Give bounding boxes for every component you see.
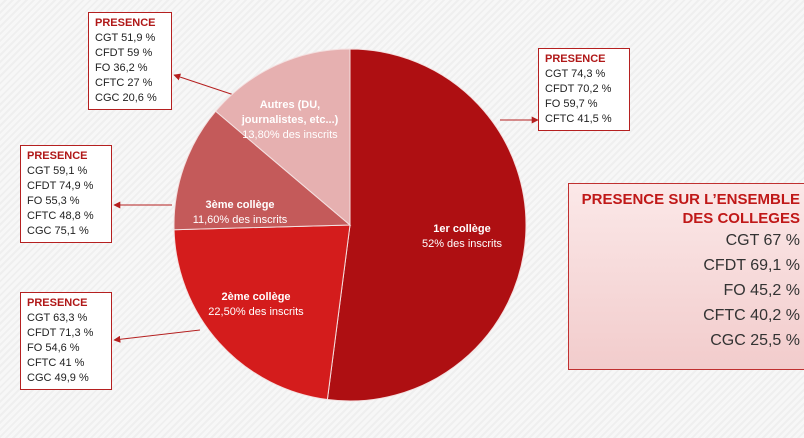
summary-line: CFTC 40,2 %: [703, 307, 800, 324]
box-line: CFDT 59 %: [95, 47, 153, 59]
box-line: CGT 59,1 %: [27, 165, 88, 177]
presence-box: PRESENCE CGT 74,3 % CFDT 70,2 % FO 59,7 % CF…: [538, 48, 630, 131]
slice-label-line: 3ème collège: [205, 199, 274, 211]
summary-line: CFDT 69,1 %: [703, 257, 800, 274]
box-line: FO 36,2 %: [95, 62, 148, 74]
box-line: CFTC 48,8 %: [27, 210, 94, 222]
pie-slice: [326, 48, 527, 402]
box-line: FO 59,7 %: [545, 98, 598, 110]
slice-label-line: journalistes, etc...): [241, 114, 339, 126]
box-line: CGT 51,9 %: [95, 32, 156, 44]
summary-line: FO 45,2 %: [723, 282, 800, 299]
pie-slice: [173, 224, 351, 401]
slice-label-line: Autres (DU,: [260, 99, 321, 111]
slice-label-line: 2ème collège: [221, 291, 290, 303]
box-title: PRESENCE: [95, 17, 156, 29]
slice-label: 1er collège 52% des inscrits: [422, 223, 503, 250]
summary-title: PRESENCE SUR L’ENSEMBLE DES COLLEGES: [581, 191, 800, 227]
pie-slice: [173, 110, 352, 231]
summary-box: PRESENCE SUR L’ENSEMBLE DES COLLEGES CGT …: [568, 183, 804, 370]
slice-value-label: 22,50% des inscrits: [208, 306, 304, 318]
box-line: CFTC 41,5 %: [545, 113, 612, 125]
pie-slice: [215, 48, 351, 227]
box-line: CGC 49,9 %: [27, 372, 89, 384]
box-line: CGC 20,6 %: [95, 92, 157, 104]
slice-label: Autres (DU, journalistes, etc...) 13,80% d…: [241, 99, 339, 141]
box-title: PRESENCE: [545, 53, 606, 65]
box-line: CGT 63,3 %: [27, 312, 88, 324]
box-line: CGC 75,1 %: [27, 225, 89, 237]
box-title: PRESENCE: [27, 150, 88, 162]
box-line: CFTC 41 %: [27, 357, 85, 369]
arrow: [173, 73, 241, 98]
slice-label-line: 1er collège: [433, 223, 490, 235]
box-title: PRESENCE: [27, 297, 88, 309]
pie: [173, 48, 527, 402]
box-line: CFDT 70,2 %: [545, 83, 612, 95]
arrow: [113, 329, 201, 343]
arrows: [113, 73, 539, 343]
box-line: CFDT 74,9 %: [27, 180, 94, 192]
slice-value-label: 13,80% des inscrits: [242, 129, 338, 141]
slice-label: 2ème collège 22,50% des inscrits: [208, 291, 304, 318]
summary-line: CGT 67 %: [725, 232, 800, 249]
slice-value-label: 52% des inscrits: [422, 238, 503, 250]
slice-label: 3ème collège 11,60% des inscrits: [193, 199, 288, 226]
summary-line: CGC 25,5 %: [710, 332, 800, 349]
box-line: FO 55,3 %: [27, 195, 80, 207]
presence-box: PRESENCE CGT 63,3 % CFDT 71,3 % FO 54,6 % CF…: [20, 292, 112, 390]
box-line: CFDT 71,3 %: [27, 327, 94, 339]
box-line: CGT 74,3 %: [545, 68, 606, 80]
box-line: CFTC 27 %: [95, 77, 153, 89]
presence-box: PRESENCE CGT 59,1 % CFDT 74,9 % FO 55,3 % CF…: [20, 145, 112, 243]
presence-box: PRESENCE CGT 51,9 % CFDT 59 % FO 36,2 % CFTC…: [88, 12, 172, 110]
slice-value-label: 11,60% des inscrits: [193, 214, 288, 226]
box-line: FO 54,6 %: [27, 342, 80, 354]
